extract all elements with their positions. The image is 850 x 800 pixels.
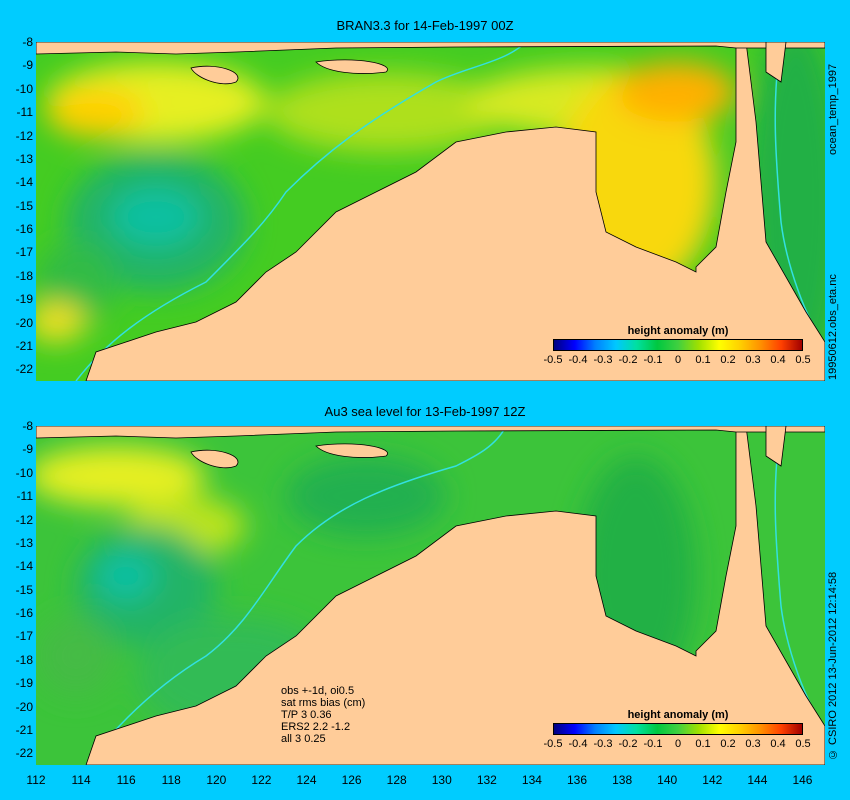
y-tick-label: -12 [15, 128, 33, 143]
y-tick-label: -21 [15, 722, 33, 737]
x-tick-label: 120 [206, 773, 227, 787]
y-tick-label: -18 [15, 652, 33, 667]
colorbar-tick-label: -0.3 [593, 354, 613, 366]
colorbar-tick-label: -0.5 [543, 354, 563, 366]
x-axis-labels: 112 114 116 118 120 122 124 126 128 130 132 134 136 1… [26, 773, 825, 789]
colorbar-tick-label: 0.5 [795, 738, 811, 750]
satellite-stats: obs +-1d, oi0.5 sat rms bias (cm) T/P 3 … [281, 685, 365, 745]
stats-line: sat rms bias (cm) [281, 697, 366, 709]
top-shelf-contour [75, 42, 527, 381]
y-tick-label: -21 [15, 338, 33, 353]
stats-line: obs +-1d, oi0.5 [281, 685, 355, 697]
colorbar-tick-label: -0.1 [643, 354, 663, 366]
colorbar-tick-label: -0.1 [643, 738, 663, 750]
y-tick-label: -8 [22, 35, 33, 49]
y-tick-label: -18 [15, 268, 33, 283]
x-tick-label: 122 [251, 773, 272, 787]
stats-line: all 3 0.25 [281, 733, 326, 745]
colorbar-tick-label: -0.5 [543, 738, 563, 750]
y-tick-label: -15 [15, 582, 33, 597]
colorbar-tick-label: -0.2 [618, 738, 638, 750]
y-tick-label: -10 [15, 465, 33, 480]
x-tick-label: 112 [26, 773, 46, 787]
stats-line: ERS2 2.2 -1.2 [281, 721, 351, 733]
y-tick-label: -15 [15, 198, 33, 213]
colorbar-tick-label: 0.2 [720, 354, 736, 366]
y-tick-label: -14 [15, 175, 33, 190]
top-colorbar: height anomaly (m) -0.5 -0.4 -0.3 -0.2 -0.1 0… [544, 325, 811, 371]
colorbar-gradient [553, 339, 803, 351]
colorbar-tick-label: 0.4 [770, 738, 786, 750]
bottom-copyright-label: © CSIRO 2012 13-Jun-2012 12:14:58 [827, 571, 839, 760]
bottom-colorbar: height anomaly (m) -0.5 -0.4 -0.3 -0.2 -0.1 0… [544, 709, 811, 755]
x-tick-label: 114 [71, 773, 91, 787]
x-tick-label: 146 [792, 773, 813, 787]
colorbar-tick-label: -0.2 [618, 354, 638, 366]
top-map-panel [36, 42, 825, 381]
colorbar-tick-label: 0.3 [745, 738, 761, 750]
y-tick-label: -13 [15, 151, 33, 166]
x-tick-label: 124 [296, 773, 317, 787]
x-tick-label: 130 [431, 773, 452, 787]
y-tick-label: -19 [15, 292, 33, 307]
x-tick-label: 126 [341, 773, 362, 787]
x-tick-label: 144 [747, 773, 768, 787]
colorbar-tick-label: 0.1 [695, 738, 711, 750]
x-tick-label: 118 [161, 773, 181, 787]
bottom-map [36, 426, 825, 765]
bottom-land [36, 426, 825, 765]
bottom-y-axis-labels: -8 -9 -10 -11 -12 -13 -14 -15 -16 -17 -18 -19 -20 -21… [0, 419, 33, 765]
colorbar-tick-label: 0.2 [720, 738, 736, 750]
colorbar-gradient [553, 723, 803, 735]
colorbar-tick-label: -0.3 [593, 738, 613, 750]
colorbar-tick-label: 0 [674, 354, 682, 366]
y-tick-label: -19 [15, 676, 33, 691]
y-tick-label: -20 [15, 699, 33, 714]
y-tick-label: -22 [15, 746, 33, 761]
x-tick-label: 128 [386, 773, 407, 787]
y-tick-label: -22 [15, 362, 33, 377]
y-tick-label: -9 [22, 442, 33, 457]
bottom-shelf-contour [85, 426, 507, 765]
y-tick-label: -17 [15, 245, 33, 260]
y-tick-label: -9 [22, 58, 33, 73]
top-land [36, 42, 825, 381]
y-tick-label: -11 [16, 105, 33, 120]
bottom-map-panel [36, 426, 825, 765]
x-tick-label: 138 [612, 773, 633, 787]
top-map [36, 42, 825, 381]
x-tick-label: 134 [521, 773, 542, 787]
top-y-axis-labels: -8 -9 -10 -11 -12 -13 -14 -15 -16 -17 -18 -19 -20 -21… [0, 35, 33, 381]
y-tick-label: -20 [15, 315, 33, 330]
colorbar-title: height anomaly (m) [627, 325, 729, 337]
y-tick-label: -11 [16, 489, 33, 504]
bottom-panel-title: Au3 sea level for 13-Feb-1997 12Z [324, 404, 526, 419]
y-tick-label: -12 [15, 512, 33, 527]
colorbar-tick-label: -0.4 [568, 354, 588, 366]
colorbar-tick-label: 0.5 [795, 354, 811, 366]
x-tick-label: 136 [567, 773, 588, 787]
colorbar-title: height anomaly (m) [627, 709, 729, 721]
colorbar-tick-label: 0.3 [745, 354, 761, 366]
top-side-label: ocean_temp_1997 [827, 63, 839, 155]
colorbar-tick-label: 0.1 [695, 354, 711, 366]
colorbar-tick-label: -0.4 [568, 738, 588, 750]
x-tick-label: 116 [116, 773, 136, 787]
y-tick-label: -13 [15, 535, 33, 550]
colorbar-tick-label: 0.4 [770, 354, 786, 366]
y-tick-label: -10 [15, 81, 33, 96]
stats-line: T/P 3 0.36 [281, 709, 332, 721]
x-tick-label: 140 [657, 773, 678, 787]
y-tick-label: -8 [22, 419, 33, 433]
y-tick-label: -16 [15, 606, 33, 621]
y-tick-label: -16 [15, 222, 33, 237]
top-panel-title: BRAN3.3 for 14-Feb-1997 00Z [336, 18, 514, 33]
x-tick-label: 132 [476, 773, 497, 787]
y-tick-label: -14 [15, 559, 33, 574]
colorbar-tick-label: 0 [674, 738, 682, 750]
top-file-label: 19950612.obs_eta.nc [827, 274, 839, 380]
x-tick-label: 142 [702, 773, 723, 787]
y-tick-label: -17 [15, 629, 33, 644]
